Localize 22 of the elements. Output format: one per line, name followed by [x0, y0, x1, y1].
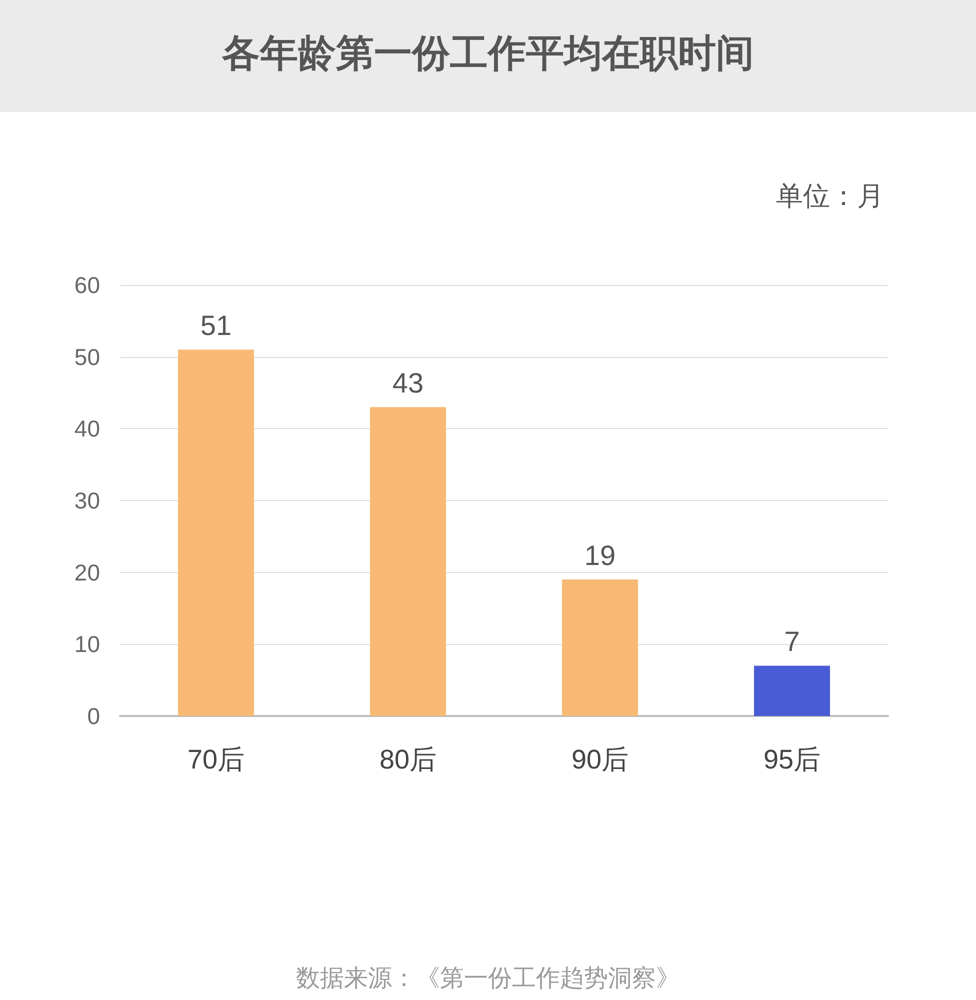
y-tick-label: 50: [74, 344, 100, 370]
bar: [562, 580, 638, 716]
x-tick-label: 80后: [379, 744, 437, 774]
data-label: 43: [392, 368, 424, 399]
chart-title: 各年龄第一份工作平均在职时间: [220, 30, 755, 77]
y-tick-label: 10: [74, 631, 100, 658]
bar: [178, 350, 254, 716]
y-tick-label: 20: [74, 559, 100, 586]
y-tick-label: 60: [74, 272, 100, 298]
y-tick-label: 30: [74, 488, 100, 514]
source-note: 数据来源：《第一份工作趋势洞察》: [295, 963, 681, 994]
y-tick-label: 0: [87, 703, 100, 729]
y-tick-label: 40: [74, 416, 100, 442]
x-tick-label: 95后: [763, 744, 821, 774]
data-label: 7: [784, 626, 800, 658]
text: 单位：月: [776, 180, 884, 214]
data-label: 19: [584, 540, 616, 572]
x-tick-label: 70后: [187, 744, 245, 774]
bar: [370, 407, 446, 716]
x-tick-label: 90后: [571, 744, 629, 774]
data-label: 51: [200, 310, 232, 342]
bar: [754, 666, 830, 716]
